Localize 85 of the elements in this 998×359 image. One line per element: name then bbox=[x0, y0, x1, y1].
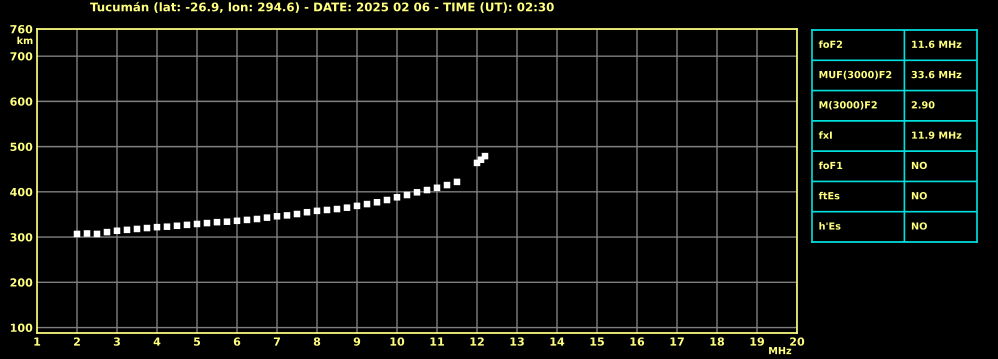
point bbox=[104, 228, 110, 236]
y-axis-title: km bbox=[17, 36, 32, 44]
point bbox=[394, 194, 400, 201]
point bbox=[274, 213, 280, 220]
category-label: foF1 bbox=[818, 162, 842, 170]
point bbox=[334, 206, 340, 212]
x-tick-label: 5 bbox=[194, 338, 200, 346]
x-tick-label: 3 bbox=[114, 337, 120, 346]
point bbox=[324, 206, 330, 214]
x-tick-label: 13 bbox=[510, 337, 524, 346]
text: NO bbox=[912, 222, 927, 230]
point bbox=[354, 202, 360, 210]
text: 11.9 MHz bbox=[912, 131, 962, 139]
point bbox=[374, 199, 380, 206]
chart-title: Tucumán (lat: -26.9, lon: 294.6) - DATE: 2025 02 06 - TIME (UT): 02:30 bbox=[90, 2, 554, 13]
x-tick-label: 11 bbox=[430, 338, 444, 346]
point bbox=[314, 208, 320, 214]
category-label: ftEs bbox=[818, 192, 840, 200]
point bbox=[364, 200, 370, 208]
category-label: M(3000)F2 bbox=[819, 101, 877, 110]
point bbox=[154, 224, 160, 230]
point bbox=[384, 196, 390, 204]
x-tick-label: 17 bbox=[670, 338, 684, 346]
text: NO bbox=[912, 192, 927, 200]
x-tick-label: 16 bbox=[630, 337, 644, 346]
point bbox=[204, 220, 210, 226]
x-tick-label: 15 bbox=[590, 338, 604, 346]
point bbox=[124, 226, 130, 234]
x-tick-label: 19 bbox=[750, 337, 764, 346]
point bbox=[224, 218, 230, 225]
point bbox=[264, 214, 270, 221]
x-tick-label: 10 bbox=[390, 337, 404, 346]
y-tick-label: 700 bbox=[10, 52, 32, 61]
point bbox=[254, 216, 260, 222]
point bbox=[174, 222, 180, 230]
x-tick-label: 6 bbox=[234, 337, 240, 346]
x-tick-label: 8 bbox=[314, 337, 320, 346]
y-tick-label: 100 bbox=[10, 324, 32, 332]
y-tick-label: 200 bbox=[10, 278, 32, 287]
point bbox=[284, 212, 290, 219]
point bbox=[454, 178, 460, 186]
point bbox=[94, 230, 100, 238]
category-label: h'Es bbox=[819, 222, 840, 230]
point bbox=[294, 210, 300, 218]
x-tick-label: 9 bbox=[354, 337, 360, 346]
x-tick-label: 20 bbox=[790, 337, 804, 346]
text: NO bbox=[912, 162, 927, 170]
point bbox=[84, 230, 90, 237]
x-tick-label: 12 bbox=[470, 337, 484, 346]
point bbox=[244, 216, 250, 224]
point bbox=[444, 182, 450, 188]
point bbox=[134, 226, 140, 232]
point bbox=[482, 152, 488, 160]
x-tick-label: 4 bbox=[154, 338, 160, 346]
point bbox=[184, 222, 190, 228]
point bbox=[144, 224, 150, 232]
y-tick-label: 600 bbox=[10, 97, 32, 106]
point bbox=[304, 208, 310, 216]
x-tick-label: 2 bbox=[74, 337, 80, 346]
point bbox=[114, 228, 120, 234]
point bbox=[344, 204, 350, 211]
category-label: fxI bbox=[818, 131, 832, 139]
x-axis-title: MHz bbox=[769, 346, 792, 354]
point bbox=[414, 189, 420, 196]
point bbox=[164, 223, 170, 230]
text: 33.6 MHz bbox=[912, 70, 962, 78]
y-tick-label: 300 bbox=[10, 233, 32, 242]
point bbox=[74, 230, 80, 238]
point bbox=[434, 184, 440, 192]
y-tick-label: 500 bbox=[10, 142, 32, 151]
x-tick-label: 7 bbox=[274, 338, 280, 346]
point bbox=[424, 186, 430, 194]
text: 2.90 bbox=[912, 101, 935, 109]
x-tick-label: 18 bbox=[710, 337, 724, 346]
text: 11.6 MHz bbox=[912, 40, 962, 48]
x-tick-label: 14 bbox=[550, 338, 564, 346]
point bbox=[194, 220, 200, 228]
point bbox=[234, 218, 240, 224]
x-tick-label: 1 bbox=[34, 338, 40, 346]
point bbox=[214, 218, 220, 226]
y-tick-label: 760 bbox=[10, 24, 32, 34]
category-label: foF2 bbox=[818, 40, 842, 48]
y-tick-label: 400 bbox=[10, 188, 32, 196]
point bbox=[404, 192, 410, 198]
category-label: MUF(3000)F2 bbox=[819, 70, 892, 80]
